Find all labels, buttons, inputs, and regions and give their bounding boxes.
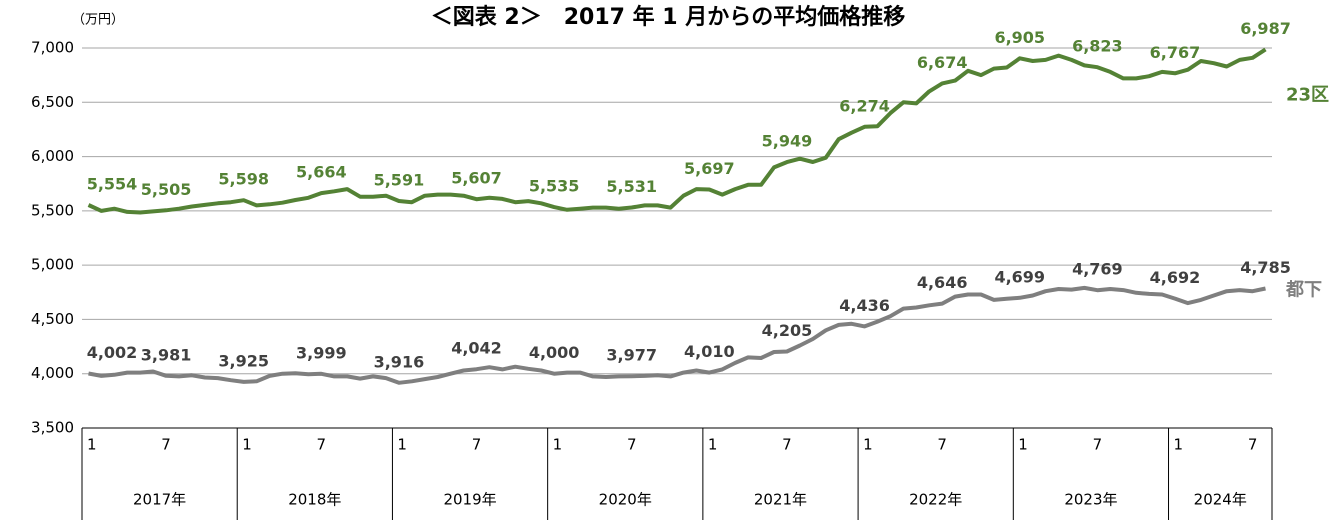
y-tick-label: 6,000 — [31, 147, 74, 165]
data-label: 4,692 — [1150, 268, 1201, 287]
data-label: 6,767 — [1150, 43, 1201, 62]
data-label: 6,905 — [994, 28, 1045, 47]
data-label: 5,531 — [606, 177, 657, 196]
y-tick-label: 4,500 — [31, 310, 74, 328]
data-label: 6,987 — [1240, 19, 1291, 38]
y-tick-label: 5,500 — [31, 201, 74, 219]
y-tick-label: 5,000 — [31, 256, 74, 274]
data-label: 6,274 — [839, 96, 890, 115]
data-label: 4,436 — [839, 296, 890, 315]
x-tick-label: 1 — [87, 436, 97, 454]
data-label: 4,042 — [451, 339, 502, 358]
data-label: 5,949 — [762, 132, 813, 151]
x-tick-label: 1 — [863, 436, 873, 454]
data-label: 4,002 — [87, 343, 138, 362]
x-tick-label: 7 — [317, 436, 327, 454]
x-tick-label: 1 — [1018, 436, 1028, 454]
x-group-label: 2019年 — [443, 491, 496, 509]
data-label: 4,205 — [762, 321, 813, 340]
y-tick-label: 4,000 — [31, 364, 74, 382]
data-label: 4,010 — [684, 342, 735, 361]
data-label: 5,598 — [218, 170, 269, 189]
x-group-label: 2021年 — [754, 491, 807, 509]
data-label: 4,000 — [529, 343, 580, 362]
data-label: 5,664 — [296, 163, 347, 182]
series-name: 都下 — [1285, 279, 1322, 300]
x-tick-label: 1 — [553, 436, 563, 454]
x-tick-label: 7 — [627, 436, 637, 454]
data-label: 6,823 — [1072, 37, 1123, 56]
series-line — [87, 47, 1267, 215]
data-label: 5,697 — [684, 159, 735, 178]
data-label: 3,977 — [606, 346, 657, 365]
x-tick-label: 1 — [397, 436, 407, 454]
x-tick-label: 7 — [472, 436, 482, 454]
x-tick-label: 7 — [1093, 436, 1103, 454]
x-tick-label: 1 — [708, 436, 718, 454]
y-tick-label: 7,000 — [31, 39, 74, 57]
data-label: 6,674 — [917, 53, 968, 72]
series-line — [88, 285, 1266, 385]
x-tick-label: 7 — [937, 436, 947, 454]
data-label: 4,785 — [1240, 258, 1291, 277]
data-label: 5,607 — [451, 169, 502, 188]
x-tick-label: 7 — [782, 436, 792, 454]
series-name: 23区 — [1286, 84, 1329, 105]
x-tick-label: 1 — [242, 436, 252, 454]
data-label: 3,916 — [374, 352, 425, 371]
x-group-label: 2018年 — [288, 491, 341, 509]
x-group-label: 2020年 — [599, 491, 652, 509]
data-label: 5,535 — [529, 177, 580, 196]
x-group-label: 2024年 — [1194, 491, 1247, 509]
x-tick-label: 7 — [161, 436, 171, 454]
x-group-label: 2023年 — [1064, 491, 1117, 509]
data-label: 3,981 — [141, 345, 192, 364]
x-tick-label: 7 — [1248, 436, 1258, 454]
data-label: 5,554 — [87, 174, 138, 193]
data-label: 3,999 — [296, 343, 347, 362]
chart-title: ＜図表 2＞ 2017 年 1 月からの平均価格推移 — [431, 4, 905, 30]
data-label: 4,646 — [917, 273, 968, 292]
data-label: 5,505 — [141, 180, 192, 199]
data-label: 5,591 — [374, 170, 425, 189]
x-group-label: 2017年 — [133, 491, 186, 509]
data-label: 3,925 — [218, 351, 269, 370]
y-tick-label: 3,500 — [31, 419, 74, 437]
x-group-label: 2022年 — [909, 491, 962, 509]
x-tick-label: 1 — [1174, 436, 1184, 454]
y-tick-label: 6,500 — [31, 93, 74, 111]
data-label: 4,769 — [1072, 260, 1123, 279]
y-unit: （万円） — [72, 13, 124, 28]
data-label: 4,699 — [994, 267, 1045, 286]
